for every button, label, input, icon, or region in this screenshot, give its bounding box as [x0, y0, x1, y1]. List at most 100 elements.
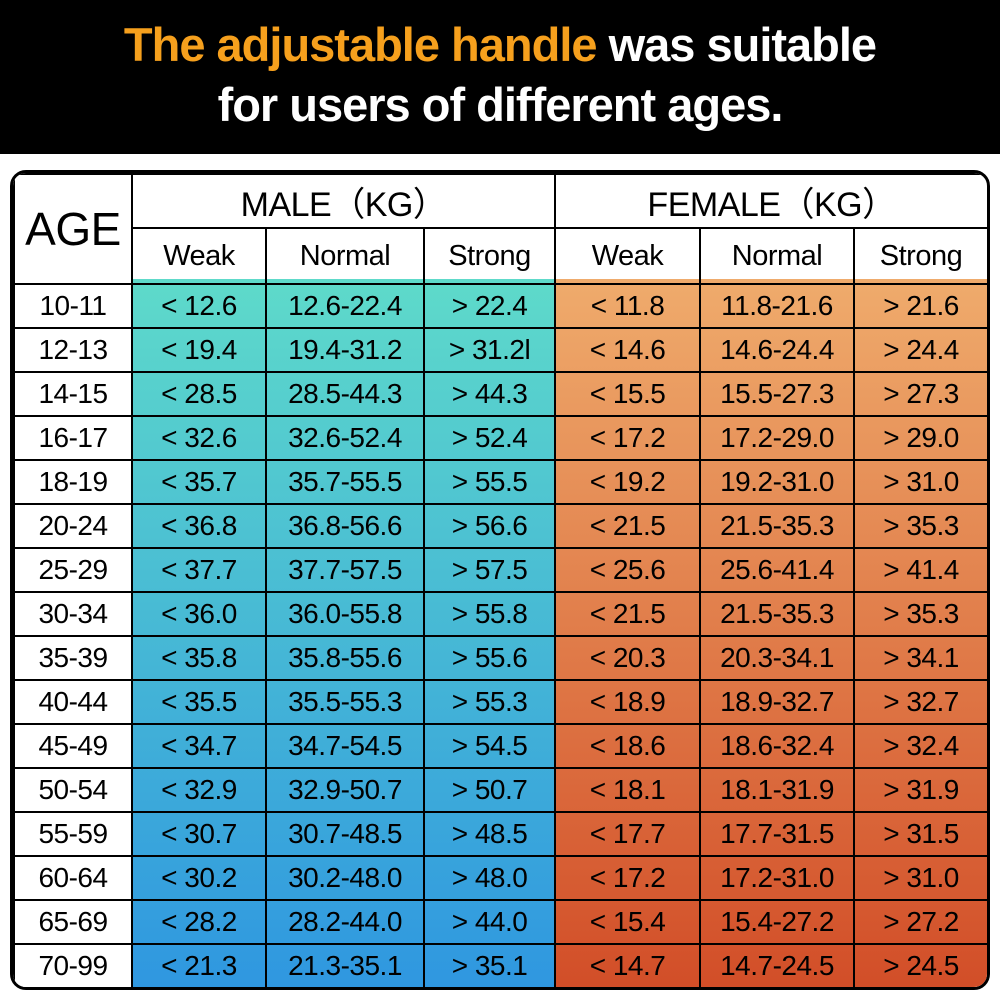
age-cell: 45-49 [13, 723, 133, 769]
male-strong-cell: > 22.4 [422, 283, 557, 329]
male-weak-cell: < 21.3 [131, 943, 267, 987]
male-normal-cell: 21.3-35.1 [265, 943, 425, 987]
table-row: 30-34 < 36.0 36.0-55.8 > 55.8 < 21.5 21.5-35.… [13, 591, 987, 637]
grip-strength-data-table: AGE MALE（KG） FEMALE（KG） Weak Normal Stro… [13, 173, 987, 987]
age-cell: 25-29 [13, 547, 133, 593]
male-normal-cell: 12.6-22.4 [265, 283, 425, 329]
male-weak-header: Weak [131, 227, 267, 285]
male-weak-cell: < 30.2 [131, 855, 267, 901]
table-row: 10-11 < 12.6 12.6-22.4 > 22.4 < 11.8 11.8-21.… [13, 283, 987, 329]
female-strong-cell: > 31.5 [853, 811, 987, 857]
table-row: 16-17 < 32.6 32.6-52.4 > 52.4 < 17.2 17.2-29.… [13, 415, 987, 461]
female-weak-cell: < 17.7 [554, 811, 702, 857]
male-weak-cell: < 30.7 [131, 811, 267, 857]
age-cell: 12-13 [13, 327, 133, 373]
female-weak-cell: < 18.1 [554, 767, 702, 813]
male-weak-cell: < 37.7 [131, 547, 267, 593]
female-strong-cell: > 31.9 [853, 767, 987, 813]
female-normal-cell: 25.6-41.4 [699, 547, 856, 593]
male-normal-cell: 30.2-48.0 [265, 855, 425, 901]
female-normal-cell: 14.7-24.5 [699, 943, 856, 987]
male-strong-cell: > 55.8 [422, 591, 557, 637]
female-weak-cell: < 25.6 [554, 547, 702, 593]
female-weak-cell: < 15.5 [554, 371, 702, 417]
male-weak-cell: < 36.0 [131, 591, 267, 637]
female-weak-cell: < 21.5 [554, 591, 702, 637]
female-normal-cell: 21.5-35.3 [699, 503, 856, 549]
male-strong-cell: > 48.5 [422, 811, 557, 857]
female-normal-cell: 21.5-35.3 [699, 591, 856, 637]
male-normal-cell: 35.7-55.5 [265, 459, 425, 505]
female-strong-cell: > 31.0 [853, 855, 987, 901]
female-strong-cell: > 27.2 [853, 899, 987, 945]
table-header: AGE MALE（KG） FEMALE（KG） Weak Normal Stro… [13, 173, 987, 285]
female-normal-cell: 17.2-31.0 [699, 855, 856, 901]
female-normal-cell: 17.7-31.5 [699, 811, 856, 857]
male-weak-cell: < 36.8 [131, 503, 267, 549]
male-strong-cell: > 55.3 [422, 679, 557, 725]
age-column-header: AGE [13, 173, 133, 285]
table-body: 10-11 < 12.6 12.6-22.4 > 22.4 < 11.8 11.8-21.… [13, 283, 987, 987]
male-weak-cell: < 35.7 [131, 459, 267, 505]
title-line-1: The adjustable handle was suitable [0, 15, 1000, 75]
female-strong-cell: > 32.4 [853, 723, 987, 769]
female-strong-header: Strong [853, 227, 987, 285]
grip-strength-table: AGE MALE（KG） FEMALE（KG） Weak Normal Stro… [10, 170, 990, 990]
female-weak-cell: < 14.7 [554, 943, 702, 987]
table-row: 25-29 < 37.7 37.7-57.5 > 57.5 < 25.6 25.6-41.… [13, 547, 987, 593]
table-row: 35-39 < 35.8 35.8-55.6 > 55.6 < 20.3 20.3-34.… [13, 635, 987, 681]
age-cell: 14-15 [13, 371, 133, 417]
male-normal-cell: 34.7-54.5 [265, 723, 425, 769]
title-banner: The adjustable handle was suitable for u… [0, 0, 1000, 154]
female-weak-cell: < 14.6 [554, 327, 702, 373]
table-row: 40-44 < 35.5 35.5-55.3 > 55.3 < 18.9 18.9-32.… [13, 679, 987, 725]
female-strong-cell: > 29.0 [853, 415, 987, 461]
female-strong-cell: > 34.1 [853, 635, 987, 681]
age-cell: 50-54 [13, 767, 133, 813]
female-normal-cell: 18.9-32.7 [699, 679, 856, 725]
female-strong-cell: > 31.0 [853, 459, 987, 505]
male-normal-header: Normal [265, 227, 425, 285]
age-cell: 65-69 [13, 899, 133, 945]
age-cell: 16-17 [13, 415, 133, 461]
table-row: 18-19 < 35.7 35.7-55.5 > 55.5 < 19.2 19.2-31.… [13, 459, 987, 505]
female-weak-cell: < 18.6 [554, 723, 702, 769]
female-strong-cell: > 32.7 [853, 679, 987, 725]
age-cell: 35-39 [13, 635, 133, 681]
age-cell: 30-34 [13, 591, 133, 637]
male-strong-cell: > 57.5 [422, 547, 557, 593]
female-weak-cell: < 20.3 [554, 635, 702, 681]
male-normal-cell: 32.6-52.4 [265, 415, 425, 461]
female-weak-cell: < 15.4 [554, 899, 702, 945]
male-weak-cell: < 32.6 [131, 415, 267, 461]
male-weak-cell: < 12.6 [131, 283, 267, 329]
female-normal-cell: 15.4-27.2 [699, 899, 856, 945]
male-weak-cell: < 35.5 [131, 679, 267, 725]
male-normal-cell: 36.8-56.6 [265, 503, 425, 549]
table-row: 65-69 < 28.2 28.2-44.0 > 44.0 < 15.4 15.4-27.… [13, 899, 987, 945]
male-normal-cell: 32.9-50.7 [265, 767, 425, 813]
table-row: 55-59 < 30.7 30.7-48.5 > 48.5 < 17.7 17.7-31.… [13, 811, 987, 857]
female-normal-cell: 19.2-31.0 [699, 459, 856, 505]
male-normal-cell: 37.7-57.5 [265, 547, 425, 593]
female-strong-cell: > 41.4 [853, 547, 987, 593]
age-cell: 10-11 [13, 283, 133, 329]
female-normal-cell: 18.6-32.4 [699, 723, 856, 769]
female-normal-cell: 11.8-21.6 [699, 283, 856, 329]
female-normal-cell: 17.2-29.0 [699, 415, 856, 461]
male-weak-cell: < 35.8 [131, 635, 267, 681]
female-strong-cell: > 35.3 [853, 503, 987, 549]
male-strong-cell: > 55.6 [422, 635, 557, 681]
female-strong-cell: > 24.4 [853, 327, 987, 373]
female-strong-cell: > 35.3 [853, 591, 987, 637]
male-normal-cell: 36.0-55.8 [265, 591, 425, 637]
male-weak-cell: < 19.4 [131, 327, 267, 373]
table-row: 12-13 < 19.4 19.4-31.2 > 31.2l < 14.6 14.6-24… [13, 327, 987, 373]
male-normal-cell: 19.4-31.2 [265, 327, 425, 373]
female-normal-header: Normal [699, 227, 856, 285]
female-weak-cell: < 11.8 [554, 283, 702, 329]
table-row: 45-49 < 34.7 34.7-54.5 > 54.5 < 18.6 18.6-32.… [13, 723, 987, 769]
female-normal-cell: 18.1-31.9 [699, 767, 856, 813]
age-cell: 40-44 [13, 679, 133, 725]
male-strong-cell: > 56.6 [422, 503, 557, 549]
